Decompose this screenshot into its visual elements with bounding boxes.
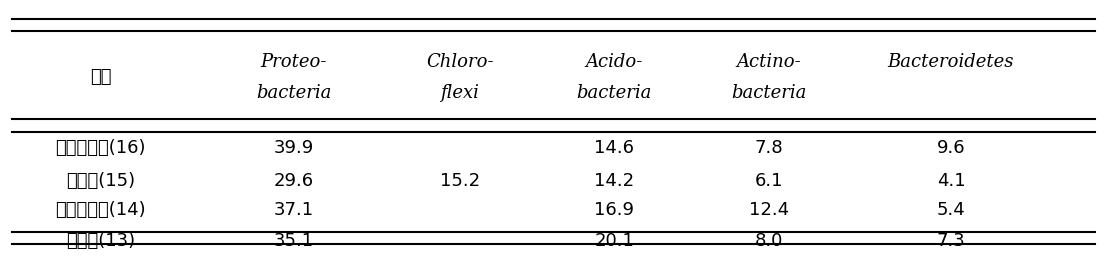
Text: 8.0: 8.0 — [755, 232, 783, 250]
Text: 14.2: 14.2 — [594, 172, 634, 190]
Text: 발토양(13): 발토양(13) — [66, 232, 135, 250]
Text: 15.2: 15.2 — [439, 172, 479, 190]
Text: 6.1: 6.1 — [755, 172, 783, 190]
Text: 37.1: 37.1 — [273, 201, 314, 219]
Text: 20.1: 20.1 — [594, 232, 634, 250]
Text: 5.4: 5.4 — [937, 201, 965, 219]
Text: 논토양(15): 논토양(15) — [66, 172, 135, 190]
Text: 7.3: 7.3 — [937, 232, 965, 250]
Text: 과수원토양(14): 과수원토양(14) — [55, 201, 146, 219]
Text: Chloro-: Chloro- — [426, 53, 494, 70]
Text: 39.9: 39.9 — [273, 139, 314, 157]
Text: Actino-: Actino- — [736, 53, 801, 70]
Text: 시설재배지(16): 시설재배지(16) — [55, 139, 146, 157]
Text: 16.9: 16.9 — [594, 201, 634, 219]
Text: bacteria: bacteria — [257, 84, 332, 102]
Text: 12.4: 12.4 — [748, 201, 789, 219]
Text: bacteria: bacteria — [731, 84, 807, 102]
Text: 7.8: 7.8 — [755, 139, 783, 157]
Text: 35.1: 35.1 — [273, 232, 314, 250]
Text: Acido-: Acido- — [586, 53, 643, 70]
Text: 9.6: 9.6 — [937, 139, 965, 157]
Text: 4.1: 4.1 — [937, 172, 965, 190]
Text: 14.6: 14.6 — [594, 139, 634, 157]
Text: 구분: 구분 — [90, 68, 112, 86]
Text: flexi: flexi — [441, 84, 479, 102]
Text: Proteo-: Proteo- — [261, 53, 328, 70]
Text: Bacteroidetes: Bacteroidetes — [888, 53, 1014, 70]
Text: 29.6: 29.6 — [273, 172, 314, 190]
Text: bacteria: bacteria — [577, 84, 652, 102]
